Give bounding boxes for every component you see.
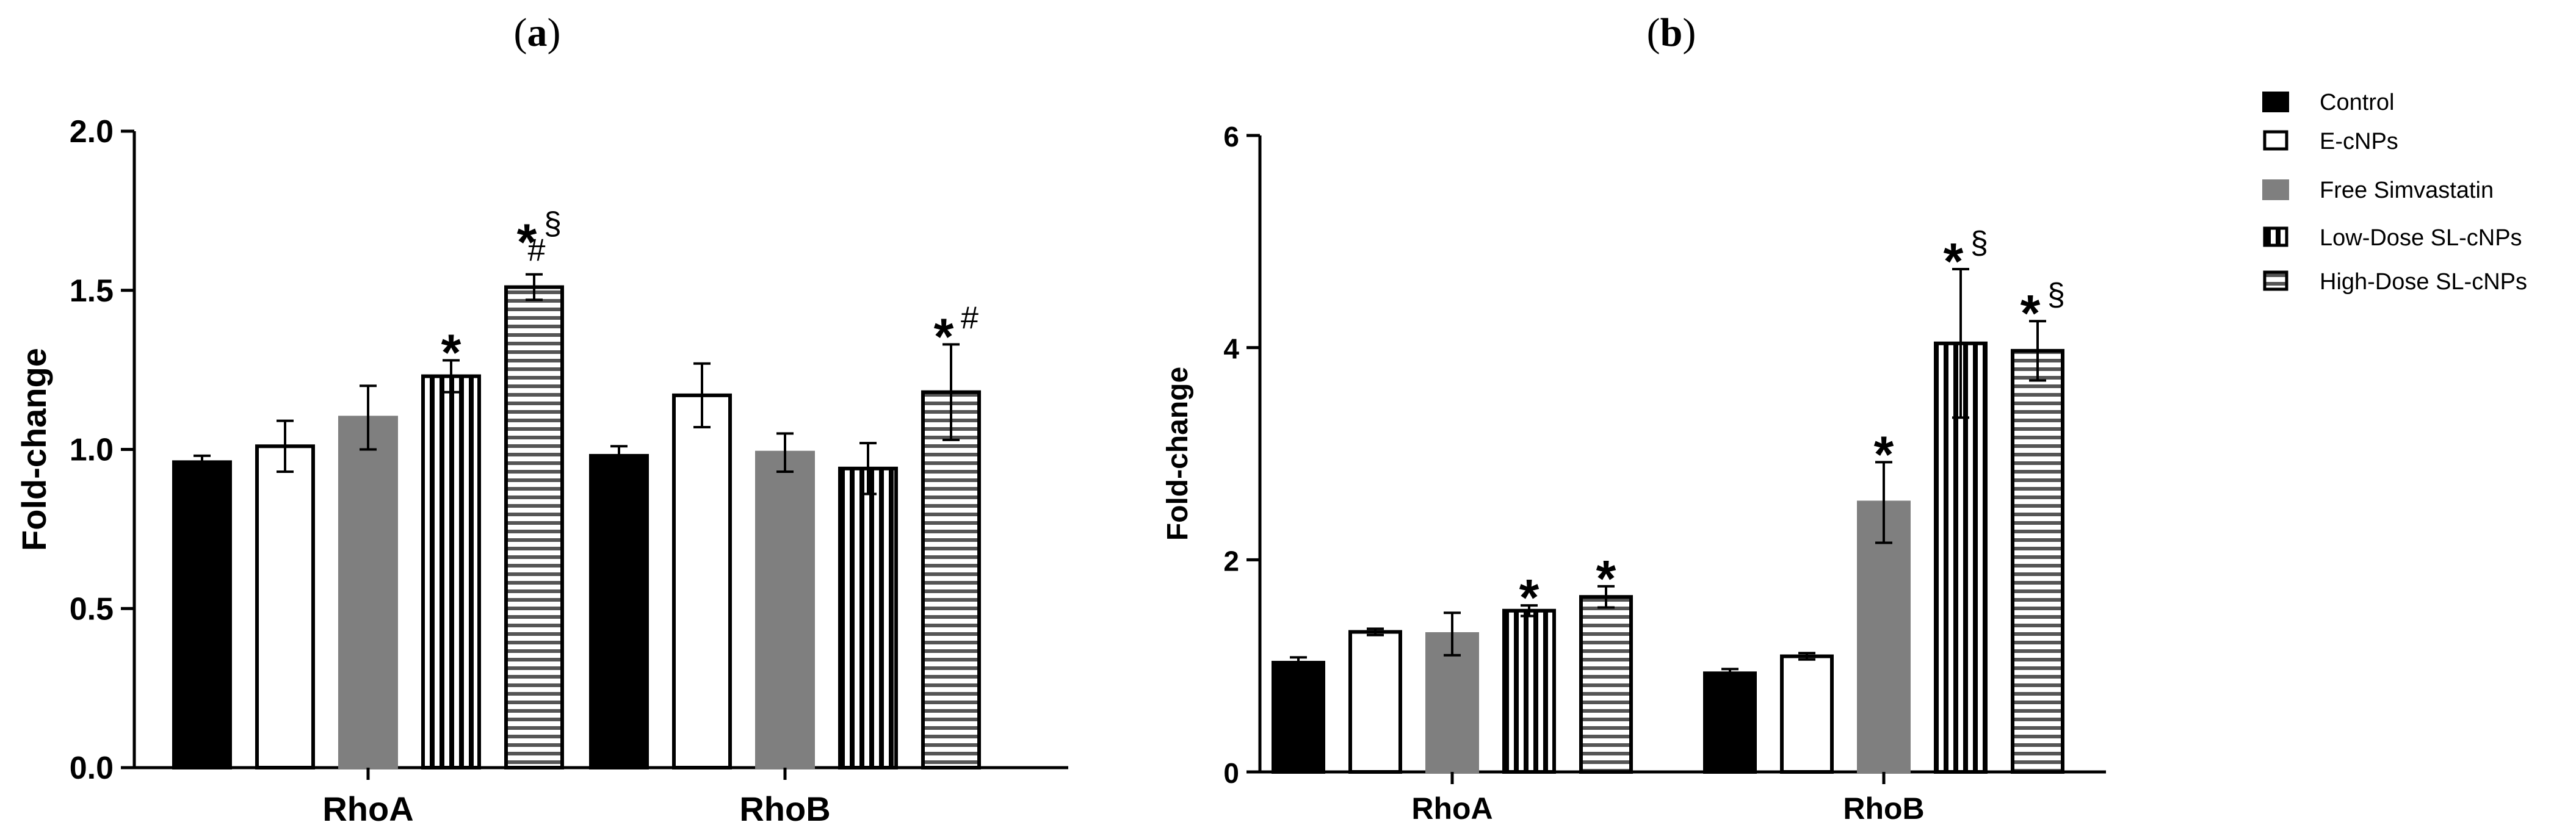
error-bar-a-rhob-control <box>610 445 628 467</box>
legend-swatch-e-cnps <box>2263 130 2288 151</box>
bar-b-rhoa-high-dose-sl-cnps <box>1579 595 1633 774</box>
error-bar-b-rhoa-low-dose-sl-cnps <box>1521 604 1538 618</box>
significance-b-rhob-high-dose-sl-cnps: * § <box>2021 277 2065 342</box>
error-bar-a-rhob-high-dose-sl-cnps <box>942 343 960 441</box>
error-bar-a-rhob-low-dose-sl-cnps <box>859 442 877 495</box>
error-bar-b-rhoa-e-cnps <box>1367 627 1384 636</box>
significance-mark: § <box>544 206 562 242</box>
bar-a-rhob-e-cnps <box>672 393 732 769</box>
bar-a-rhoa-low-dose-sl-cnps <box>421 374 481 769</box>
legend-swatch-control <box>2262 92 2289 112</box>
bar-a-rhob-low-dose-sl-cnps <box>838 466 898 769</box>
y-tick-label-a-3: 1.5 <box>70 273 114 309</box>
bar-a-rhob-free-simvastatin <box>755 450 815 769</box>
bar-b-rhob-free-simvastatin <box>1857 500 1911 774</box>
category-label-b-rhob: RhoB <box>1843 791 1924 826</box>
bar-b-rhoa-control <box>1272 660 1325 774</box>
panel-label-b: (b) <box>1647 10 1696 55</box>
bar-a-rhob-control <box>589 453 649 769</box>
legend-label-e-cnps: E-cNPs <box>2320 129 2398 154</box>
significance-star: * <box>934 308 954 365</box>
significance-mark: # <box>961 300 979 336</box>
significance-a-rhoa-low-dose-sl-cnps: * <box>441 323 461 381</box>
significance-star: * <box>517 214 537 271</box>
significance-star: * <box>441 323 461 381</box>
significance-star: * <box>1944 232 1964 290</box>
panel-label-a-letter: a <box>527 10 548 55</box>
error-bar-a-rhoa-free-simvastatin <box>360 384 377 451</box>
significance-b-rhob-low-dose-sl-cnps: * § <box>1944 225 1988 290</box>
legend-item-control: Control <box>2262 90 2395 115</box>
significance-b-rhoa-high-dose-sl-cnps: * <box>1596 550 1616 607</box>
y-axis-label-b: Fold-change <box>1162 367 1194 541</box>
error-bar-b-rhob-low-dose-sl-cnps <box>1952 268 1969 419</box>
legend-item-high-dose: High-Dose SL-cNPs <box>2263 269 2527 295</box>
significance-mark: § <box>2047 277 2065 312</box>
legend-label-low-dose: Low-Dose SL-cNPs <box>2320 225 2522 251</box>
y-tick-label-a-2: 1.0 <box>70 433 114 468</box>
significance-star: * <box>2021 284 2041 342</box>
significance-a-rhob-high-dose-sl-cnps: * # <box>934 300 979 365</box>
bar-a-rhoa-free-simvastatin <box>338 416 398 769</box>
y-axis-label-a: Fold-change <box>15 348 53 551</box>
bar-a-rhoa-e-cnps <box>255 444 315 769</box>
category-label-a-rhob: RhoB <box>739 790 830 828</box>
error-bar-b-rhob-control <box>1721 668 1738 679</box>
significance-a-rhoa-high-dose-sl-cnps: #* § <box>517 206 562 271</box>
error-bar-a-rhob-free-simvastatin <box>776 432 794 474</box>
significance-star: * <box>1519 569 1539 626</box>
bar-a-rhob-high-dose-sl-cnps <box>921 390 981 769</box>
y-tick-label-a-4: 2.0 <box>70 114 114 150</box>
legend: Control E-cNPs Free Simvastatin Low-Dose… <box>2262 90 2527 295</box>
significance-star: * <box>1596 550 1616 607</box>
bar-b-rhoa-e-cnps <box>1348 630 1402 774</box>
legend-item-free-simvastatin: Free Simvastatin <box>2262 178 2494 203</box>
bar-b-rhob-e-cnps <box>1780 654 1834 774</box>
legend-item-e-cnps: E-cNPs <box>2263 129 2398 154</box>
y-tick-label-b-2: 4 <box>1223 333 1239 365</box>
panel-label-b-letter: b <box>1660 10 1683 55</box>
panel-label-a: (a) <box>514 10 561 55</box>
error-bar-b-rhoa-high-dose-sl-cnps <box>1597 585 1615 609</box>
legend-swatch-low-dose <box>2263 226 2288 247</box>
error-bar-a-rhoa-e-cnps <box>277 419 294 474</box>
error-bar-a-rhoa-control <box>194 454 211 470</box>
legend-swatch-free-simvastatin <box>2262 179 2289 200</box>
error-bar-b-rhob-e-cnps <box>1798 652 1815 661</box>
y-tick-label-b-1: 2 <box>1223 545 1239 577</box>
error-bar-b-rhob-free-simvastatin <box>1875 461 1892 544</box>
error-bar-b-rhoa-control <box>1290 656 1307 669</box>
significance-b-rhob-free-simvastatin: * <box>1874 425 1894 483</box>
error-bar-b-rhob-high-dose-sl-cnps <box>2029 320 2046 382</box>
y-tick-label-a-0: 0.0 <box>70 751 114 786</box>
bar-b-rhoa-low-dose-sl-cnps <box>1502 608 1556 774</box>
legend-label-high-dose: High-Dose SL-cNPs <box>2320 269 2527 295</box>
significance-mark: § <box>1970 225 1988 261</box>
category-label-a-rhoa: RhoA <box>322 790 413 828</box>
significance-b-rhoa-low-dose-sl-cnps: * <box>1519 569 1539 626</box>
bar-a-rhoa-high-dose-sl-cnps <box>504 285 564 770</box>
y-tick-label-b-3: 6 <box>1223 121 1239 153</box>
bar-b-rhob-high-dose-sl-cnps <box>2011 348 2064 774</box>
bar-a-rhoa-control <box>172 460 232 769</box>
legend-swatch-high-dose <box>2263 270 2288 291</box>
error-bar-a-rhoa-low-dose-sl-cnps <box>443 359 460 394</box>
y-tick-label-b-0: 0 <box>1223 757 1239 789</box>
error-bar-a-rhoa-high-dose-sl-cnps <box>526 273 543 301</box>
error-bar-b-rhoa-free-simvastatin <box>1444 611 1461 657</box>
error-bar-a-rhob-e-cnps <box>693 362 711 428</box>
category-label-b-rhoa: RhoA <box>1411 791 1492 826</box>
y-tick-label-a-1: 0.5 <box>70 591 114 627</box>
significance-star: * <box>1874 425 1894 483</box>
legend-label-free-simvastatin: Free Simvastatin <box>2320 178 2494 203</box>
bar-b-rhob-control <box>1703 671 1757 774</box>
legend-label-control: Control <box>2320 90 2395 115</box>
legend-item-low-dose: Low-Dose SL-cNPs <box>2263 225 2522 251</box>
significance-mark: # <box>528 233 546 268</box>
